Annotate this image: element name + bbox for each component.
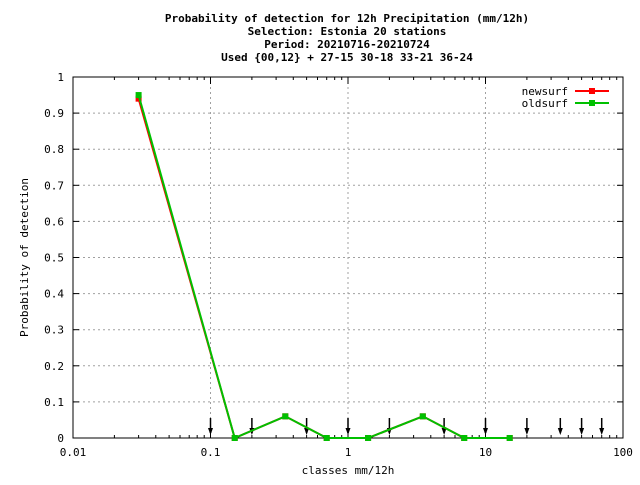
series-point-oldsurf — [506, 435, 513, 441]
legend-label-oldsurf: oldsurf — [522, 97, 568, 110]
y-tick-label: 0.2 — [44, 360, 64, 373]
series-point-oldsurf — [365, 435, 372, 441]
series-line-oldsurf — [137, 94, 510, 440]
legend-marker-newsurf — [589, 88, 595, 94]
series-point-oldsurf — [135, 92, 142, 99]
x-tick-label: 0.1 — [201, 446, 221, 459]
x-axis-label: classes mm/12h — [302, 464, 395, 477]
class-arrow-head — [483, 428, 488, 435]
title-line: Period: 20210716-20210724 — [264, 38, 430, 51]
class-arrow-head — [208, 428, 213, 435]
y-tick-label: 0.3 — [44, 324, 64, 337]
x-tick-label: 100 — [613, 446, 633, 459]
class-arrow-head — [599, 428, 605, 435]
x-tick-label: 0.01 — [60, 446, 87, 459]
class-arrow-head — [579, 428, 585, 435]
legend-label-newsurf: newsurf — [522, 85, 568, 98]
y-tick-label: 1 — [57, 71, 64, 84]
legend-marker-oldsurf — [589, 100, 595, 106]
x-tick-label: 1 — [345, 446, 352, 459]
series-lines — [135, 92, 513, 441]
series-point-oldsurf — [461, 435, 468, 441]
y-tick-label: 0.7 — [44, 179, 64, 192]
y-axis-label: Probability of detection — [18, 178, 31, 337]
title-line: Probability of detection for 12h Precipi… — [165, 12, 529, 25]
series-point-oldsurf — [231, 435, 238, 441]
class-arrow-head — [441, 428, 447, 435]
axis-ticks: 0 0.1 0.2 0.3 0.4 0.5 0.6 0.7 0.8 0.9 1 0.01 0.1 1 10 1… — [44, 71, 633, 459]
y-tick-label: 0.4 — [44, 288, 64, 301]
class-arrow-head — [345, 428, 351, 435]
y-tick-label: 0.9 — [44, 107, 64, 120]
y-tick-label: 0.5 — [44, 252, 64, 265]
class-arrow-head — [304, 428, 310, 435]
y-tick-label: 0.1 — [44, 396, 64, 409]
class-arrow-head — [524, 428, 530, 435]
chart-title: Probability of detection for 12h Precipi… — [165, 12, 529, 64]
y-tick-label: 0.6 — [44, 215, 64, 228]
y-tick-label: 0.8 — [44, 143, 64, 156]
series-point-oldsurf — [419, 413, 426, 420]
grid-lines — [73, 77, 623, 438]
class-arrow-head — [557, 428, 563, 435]
title-line: Selection: Estonia 20 stations — [248, 25, 447, 38]
x-tick-label: 10 — [479, 446, 492, 459]
title-line: Used {00,12} + 27-15 30-18 33-21 36-24 — [221, 51, 473, 64]
class-arrows — [208, 418, 605, 435]
series-point-oldsurf — [323, 435, 330, 441]
series-point-oldsurf — [282, 413, 289, 420]
y-tick-label: 0 — [57, 432, 64, 445]
